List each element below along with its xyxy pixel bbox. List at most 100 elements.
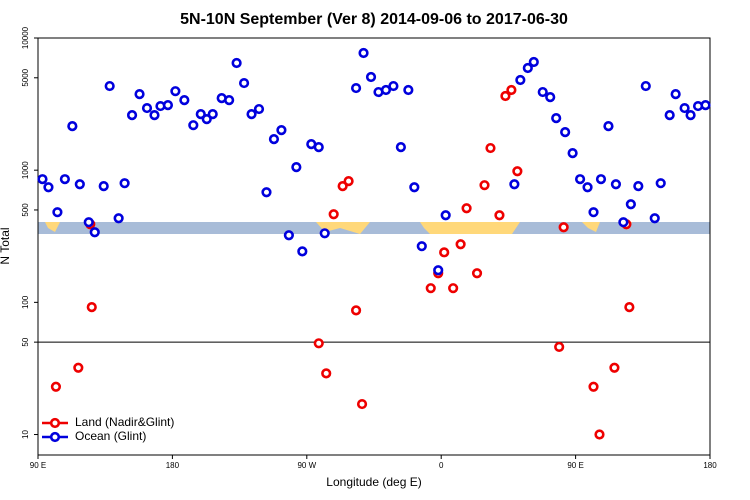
point [224,94,235,106]
point [119,178,130,189]
point [126,110,138,121]
y-tick-label: 10 [21,430,30,439]
point [545,92,556,103]
y-tick-label: 10000 [21,26,30,49]
point [104,80,115,92]
point [86,302,97,313]
point [485,142,496,154]
point [50,381,62,392]
point [560,127,571,138]
point [261,187,272,198]
point [633,181,644,192]
point [664,110,675,121]
point [506,84,517,96]
x-axis-label: Longitude (deg E) [326,475,421,489]
point [582,182,593,193]
point [603,121,614,132]
point [685,110,696,121]
point [439,247,450,258]
point [494,210,505,221]
point [321,368,332,379]
point [655,178,666,189]
point [461,203,472,214]
point [558,222,569,233]
point [238,77,250,89]
point [231,57,242,69]
point [551,113,562,124]
point [433,265,444,276]
point [479,180,490,191]
point [328,209,339,220]
point [515,74,526,86]
point [640,80,651,92]
point [471,268,483,279]
point [588,381,599,392]
point [291,162,302,173]
point [700,100,711,111]
point [67,121,78,132]
point [618,217,629,228]
x-tick-label: 180 [703,461,717,470]
point [74,179,85,190]
chart-title: 5N-10N September (Ver 8) 2014-09-06 to 2… [180,11,568,28]
point [425,283,436,294]
x-tick-label: 90 E [30,461,46,470]
point [380,84,392,96]
legend-label: Land (Nadir&Glint) [75,415,174,429]
point [149,110,160,121]
point [141,102,153,114]
point [188,120,199,131]
point [313,142,324,153]
point [528,56,539,68]
y-tick-label: 500 [21,203,30,217]
point [73,362,84,373]
x-tick-label: 0 [439,461,444,470]
legend-marker [49,431,61,443]
point [179,94,190,106]
point [403,84,414,96]
point [268,134,280,145]
point [162,100,174,111]
point [59,174,70,185]
point [276,125,287,136]
x-tick-label: 90 W [297,461,316,470]
point [649,213,660,224]
point [207,109,218,120]
point [416,241,427,252]
map-strip [38,222,710,234]
point [448,283,459,294]
point [500,90,511,102]
point [297,246,308,257]
y-tick-label: 5000 [21,68,30,86]
point [595,174,607,185]
point [610,179,622,190]
point [313,338,324,349]
point [625,199,636,210]
point [679,102,690,114]
point [388,80,399,92]
point [509,179,520,190]
y-tick-label: 100 [21,295,30,309]
land-shapes [45,222,632,234]
point [522,62,533,74]
point [554,341,565,353]
point [83,217,94,228]
point [358,47,369,59]
point [594,429,605,440]
point [319,228,330,239]
legend-marker [49,417,61,429]
point [609,362,620,373]
y-tick-label: 50 [21,337,30,346]
plot-frame [37,37,711,456]
point [356,398,368,410]
point [624,302,635,313]
point [246,109,257,120]
point [455,239,466,250]
point [670,89,681,100]
point [43,182,54,193]
y-tick-label: 1000 [21,161,30,179]
point [574,174,586,185]
x-tick-label: 180 [166,461,180,470]
